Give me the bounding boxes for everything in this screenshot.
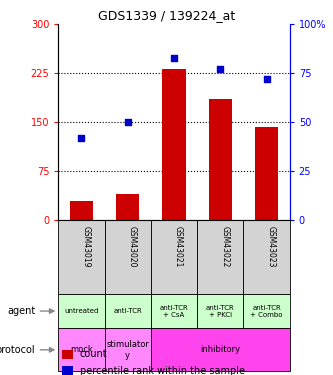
Text: GSM43023: GSM43023 (267, 226, 276, 268)
Text: anti-TCR
+ CsA: anti-TCR + CsA (160, 304, 188, 318)
Text: agent: agent (7, 306, 35, 316)
Bar (255, 127, 278, 220)
Point (218, 66, 223, 72)
Text: anti-TCR: anti-TCR (113, 308, 142, 314)
Bar (151, 294, 197, 328)
Point (264, 76, 269, 82)
Text: stimulator
y: stimulator y (106, 340, 149, 360)
Bar (62, 350, 73, 359)
Bar (151, 328, 290, 371)
Text: GDS1339 / 139224_at: GDS1339 / 139224_at (98, 9, 235, 22)
Point (125, 119, 131, 125)
Point (171, 55, 176, 61)
Text: untreated: untreated (64, 308, 99, 314)
Text: inhibitory: inhibitory (200, 345, 240, 354)
Bar (105, 220, 151, 294)
Text: GSM43021: GSM43021 (174, 226, 183, 267)
Bar (163, 69, 185, 220)
Bar (151, 220, 197, 294)
Text: anti-TCR
+ Combo: anti-TCR + Combo (250, 304, 283, 318)
Bar (58, 294, 105, 328)
Bar (105, 328, 151, 371)
Text: GSM43020: GSM43020 (128, 226, 137, 268)
Bar (197, 220, 243, 294)
Text: percentile rank within the sample: percentile rank within the sample (80, 366, 245, 375)
Text: anti-TCR
+ PKCi: anti-TCR + PKCi (206, 304, 235, 318)
Bar (70, 201, 93, 220)
Point (79, 135, 84, 141)
Text: count: count (80, 350, 108, 360)
Text: mock: mock (70, 345, 93, 354)
Bar (209, 99, 232, 220)
Text: GSM43019: GSM43019 (81, 226, 91, 268)
Bar (58, 328, 105, 371)
Bar (105, 294, 151, 328)
Bar (116, 194, 139, 220)
Bar (62, 366, 73, 375)
Bar (243, 220, 290, 294)
Bar (58, 220, 105, 294)
Bar (197, 294, 243, 328)
Text: protocol: protocol (0, 345, 35, 355)
Text: GSM43022: GSM43022 (220, 226, 229, 267)
Bar (243, 294, 290, 328)
